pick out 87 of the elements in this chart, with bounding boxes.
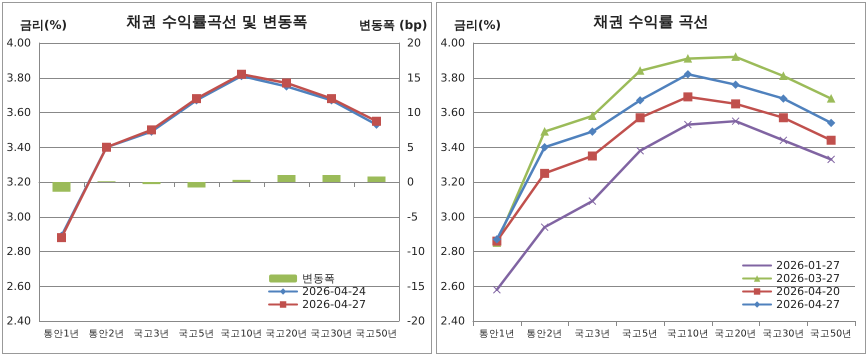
point <box>732 52 740 61</box>
point <box>827 155 836 164</box>
x-tick-label: 국고10년 <box>666 328 709 340</box>
point <box>492 235 501 244</box>
point <box>588 151 597 160</box>
y-tick-label: 3.00 <box>440 210 465 224</box>
x-tick-label: 국고3년 <box>574 328 610 340</box>
y2-tick-label: 15 <box>407 71 421 84</box>
point <box>588 112 596 120</box>
x-tick-label: 통안1년 <box>478 328 515 340</box>
point <box>372 116 381 126</box>
y-tick-label: 2.60 <box>6 280 31 293</box>
y-tick-label: 2.40 <box>6 314 31 328</box>
point <box>732 117 740 126</box>
x-tick-label: 국고30년 <box>310 328 353 340</box>
chart-title: 채권 수익률 곡선 <box>592 12 709 30</box>
point <box>779 94 788 103</box>
x-tick-label: 국고20년 <box>265 328 308 340</box>
legend-label: 2026-04-20 <box>776 285 840 298</box>
y-tick-label: 2.80 <box>440 245 465 258</box>
point <box>492 286 501 294</box>
y-tick-label: 3.80 <box>6 71 31 84</box>
x-tick-label: 국고50년 <box>355 328 398 340</box>
x-tick-label: 통안1년 <box>43 328 80 340</box>
point <box>826 136 836 145</box>
y-tick-label: 2.80 <box>6 245 31 258</box>
y-axis-title: 금리(%) <box>20 18 67 32</box>
point <box>636 113 645 122</box>
y-tick-label: 2.40 <box>440 314 465 328</box>
y-tick-label: 3.60 <box>440 106 465 119</box>
point <box>588 128 596 136</box>
point <box>636 96 644 104</box>
x-tick-label: 국고5년 <box>178 328 215 340</box>
x-tick-label: 통안2년 <box>526 328 563 340</box>
y-axis-title: 금리(%) <box>454 18 501 32</box>
point <box>731 99 740 108</box>
y-tick-label: 3.20 <box>440 176 465 188</box>
point <box>540 168 550 178</box>
point <box>588 197 596 206</box>
legend-label: 변동폭 <box>302 272 336 285</box>
x-tick-label: 통안2년 <box>88 328 125 340</box>
point <box>684 54 692 63</box>
x-tick-label: 국고3년 <box>133 328 170 340</box>
point <box>779 72 788 80</box>
y2-tick-label: -5 <box>407 210 418 224</box>
y-tick-label: 3.40 <box>6 140 31 154</box>
y-tick-label: 3.60 <box>6 106 31 119</box>
y2-tick-label: 20 <box>407 36 421 50</box>
y2-tick-label: -20 <box>407 314 425 328</box>
y2-tick-label: 5 <box>407 140 414 154</box>
legend-label: 2026-04-27 <box>776 298 840 311</box>
point <box>684 120 692 129</box>
legend-label: 2026-04-24 <box>302 285 366 298</box>
y-tick-label: 3.20 <box>6 176 31 188</box>
y-tick-label: 3.40 <box>440 140 465 154</box>
chart-title: 채권 수익률곡선 및 변동폭 <box>126 12 308 30</box>
point <box>683 92 692 102</box>
point <box>779 136 788 144</box>
x-tick-label: 국고50년 <box>810 328 852 340</box>
y2-tick-label: -10 <box>407 245 425 258</box>
x-tick-label: 국고5년 <box>622 328 658 340</box>
point <box>732 80 740 89</box>
y-tick-label: 4.00 <box>440 36 465 50</box>
legend-label: 2026-04-27 <box>302 298 366 311</box>
point <box>636 146 644 155</box>
y-tick-label: 3.00 <box>6 210 31 224</box>
y-tick-label: 2.60 <box>440 280 465 293</box>
y2-tick-label: 0 <box>407 176 414 188</box>
y2-axis-title: 변동폭 (bp) <box>359 18 428 32</box>
point <box>540 143 549 152</box>
y2-tick-label: -15 <box>407 280 425 293</box>
legend-label: 2026-03-27 <box>776 272 840 285</box>
x-tick-label: 국고30년 <box>762 328 804 340</box>
point <box>282 78 291 88</box>
x-tick-label: 국고10년 <box>220 328 263 340</box>
x-tick-label: 국고20년 <box>714 328 757 340</box>
y-tick-label: 3.80 <box>440 71 465 84</box>
point <box>684 70 692 78</box>
point <box>540 223 549 232</box>
legend-label: 2026-01-27 <box>776 259 840 272</box>
point <box>540 128 549 136</box>
y2-tick-label: 10 <box>407 106 421 119</box>
point <box>778 113 788 122</box>
point <box>827 94 836 103</box>
y-tick-label: 4.00 <box>6 36 31 50</box>
point <box>636 66 644 75</box>
point <box>827 118 836 127</box>
